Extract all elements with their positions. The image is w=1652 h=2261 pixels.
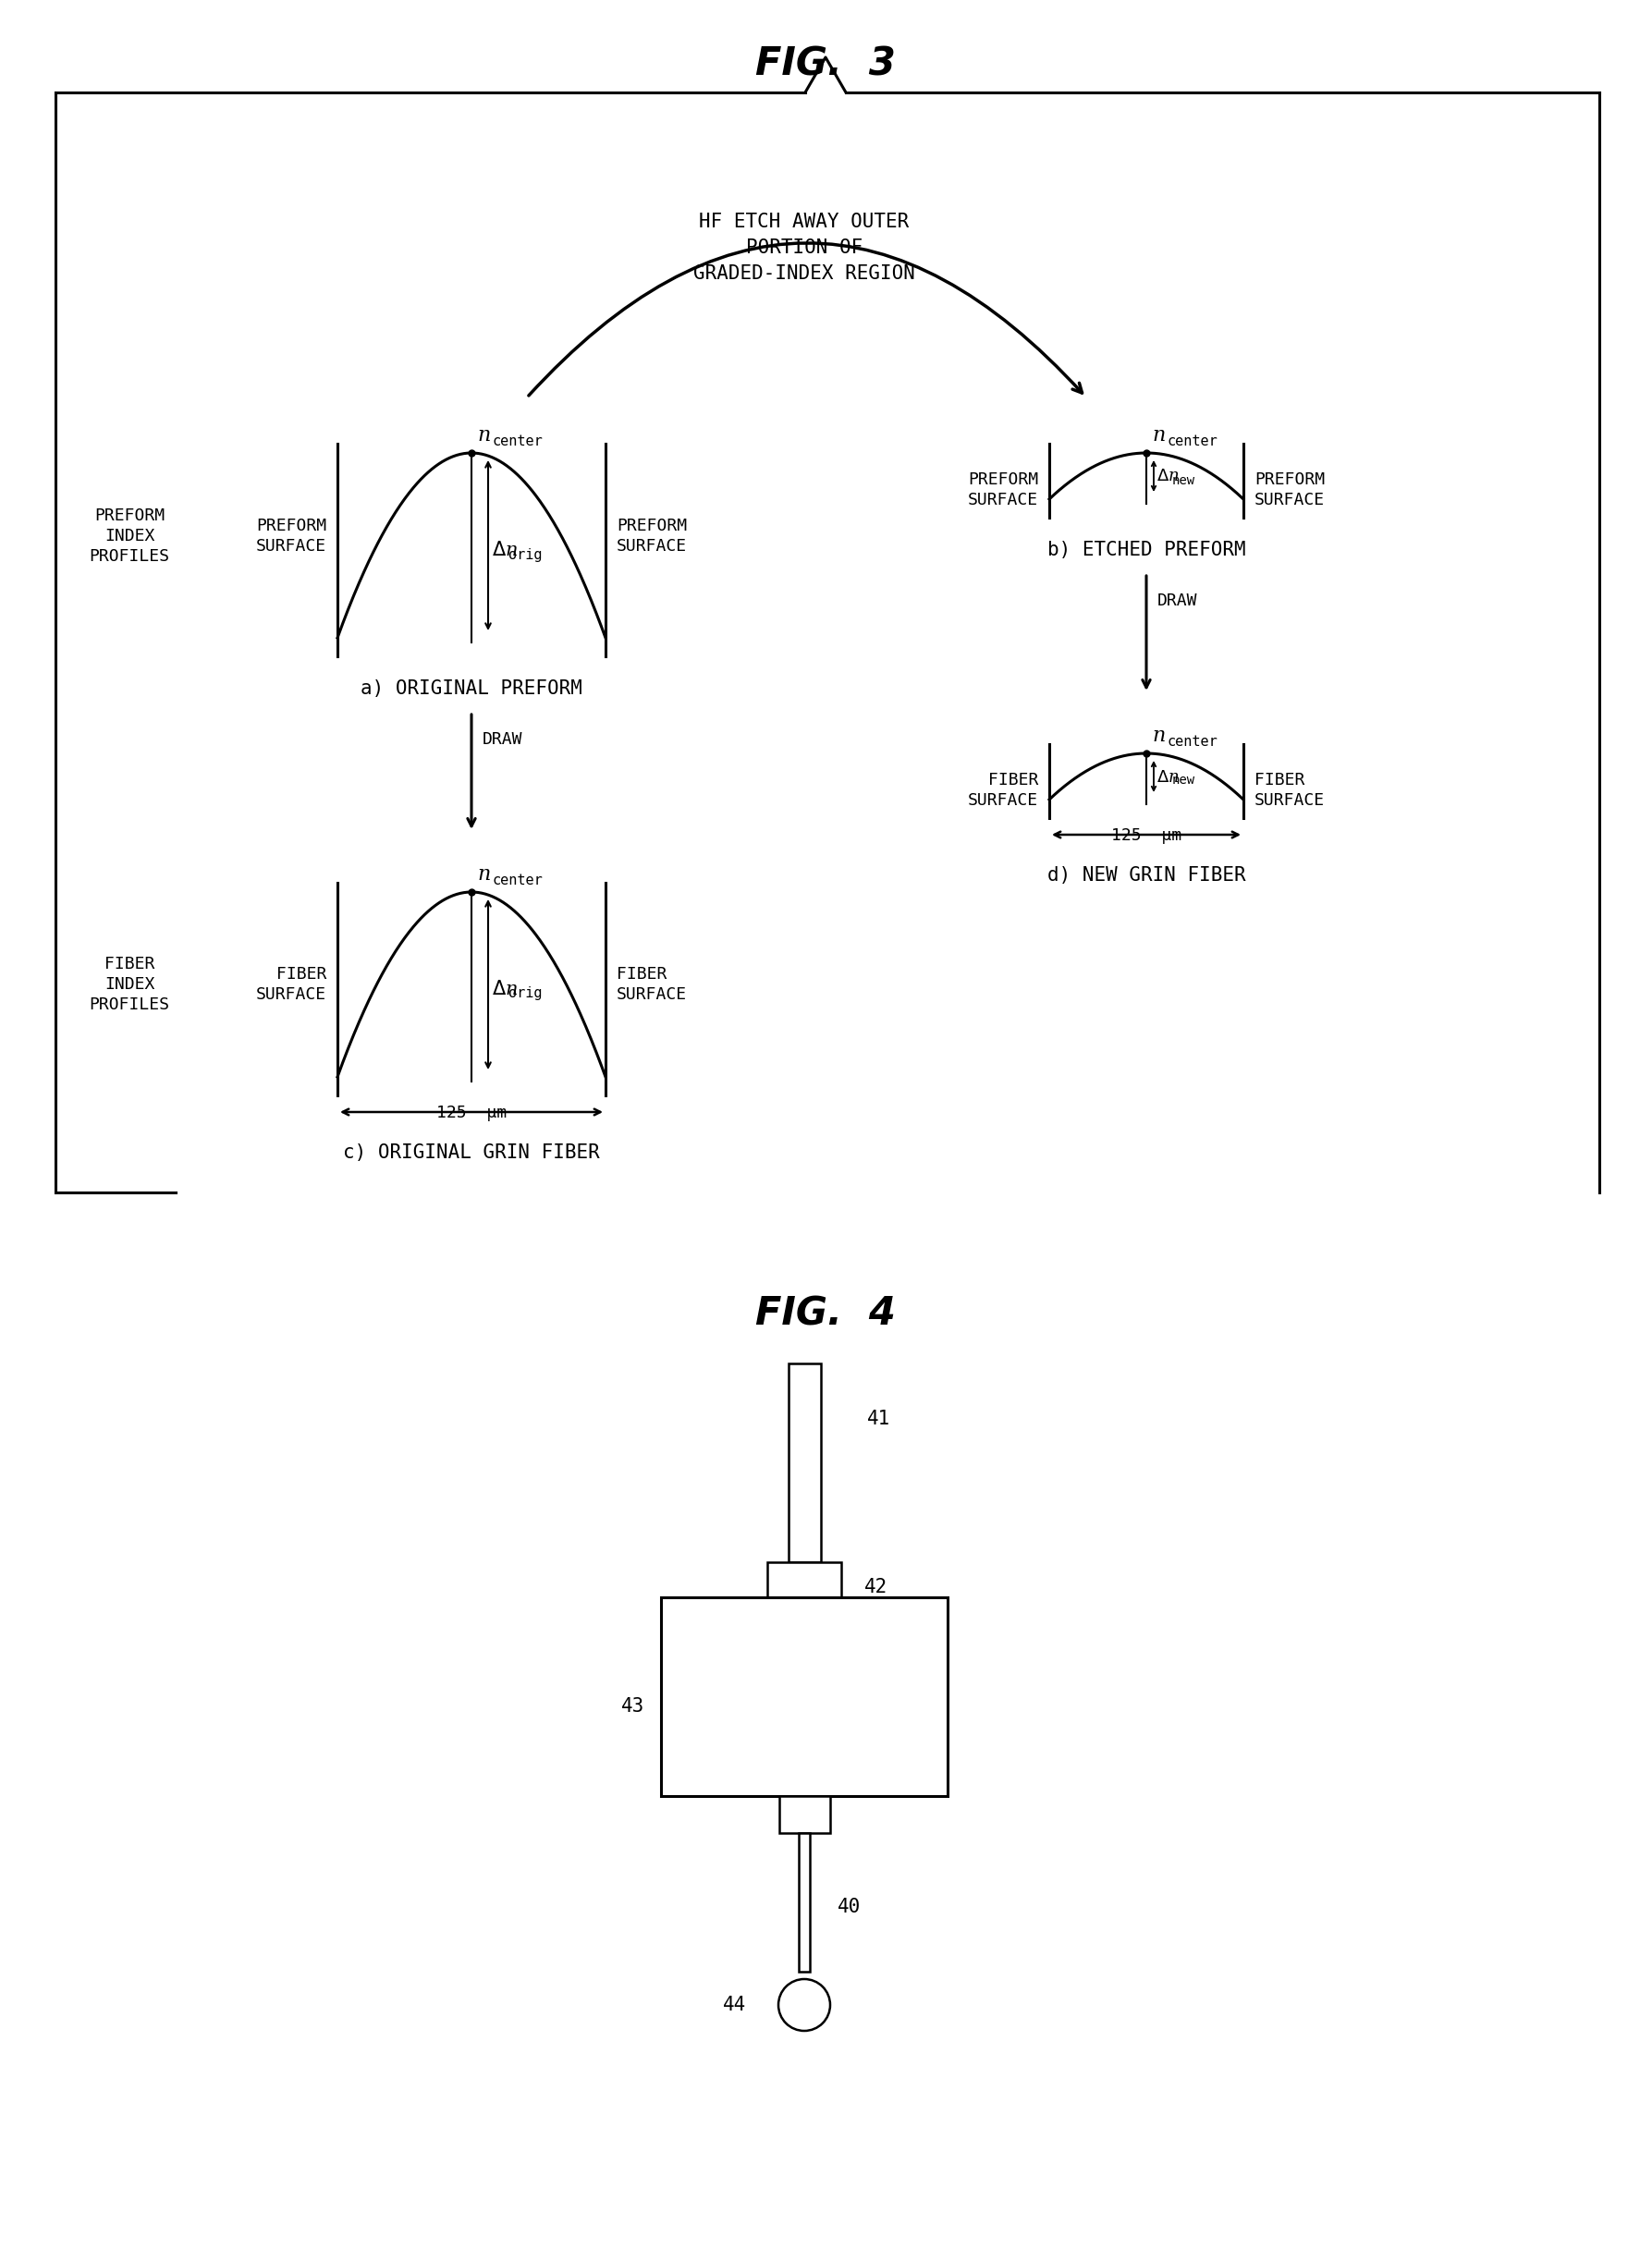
Text: n: n xyxy=(477,864,491,884)
Bar xyxy=(661,1596,948,1795)
Text: n: n xyxy=(1151,425,1165,445)
Text: $\Delta$n: $\Delta$n xyxy=(492,540,519,558)
Text: 42: 42 xyxy=(864,1578,887,1596)
Text: PREFORM
INDEX
PROFILES: PREFORM INDEX PROFILES xyxy=(89,506,170,565)
Text: 44: 44 xyxy=(722,1996,747,2015)
Text: FIBER
SURFACE: FIBER SURFACE xyxy=(968,771,1037,809)
Text: orig: orig xyxy=(509,547,542,561)
Text: FIBER
SURFACE: FIBER SURFACE xyxy=(616,965,687,1004)
Text: PREFORM
SURFACE: PREFORM SURFACE xyxy=(968,470,1037,509)
Bar xyxy=(788,1363,821,1562)
Text: PREFORM
SURFACE: PREFORM SURFACE xyxy=(616,518,687,554)
Text: DRAW: DRAW xyxy=(1158,592,1198,608)
Text: $\Delta$n: $\Delta$n xyxy=(1156,468,1180,484)
Text: orig: orig xyxy=(509,986,542,1002)
Text: FIBER
INDEX
PROFILES: FIBER INDEX PROFILES xyxy=(89,956,170,1013)
Text: n: n xyxy=(1151,726,1165,746)
Bar xyxy=(778,1795,829,1834)
Text: PREFORM
SURFACE: PREFORM SURFACE xyxy=(256,518,327,554)
Text: 125  μm: 125 μm xyxy=(1112,828,1181,843)
Text: FIG.  3: FIG. 3 xyxy=(755,45,895,84)
Text: FIG.  4: FIG. 4 xyxy=(755,1293,895,1334)
Text: a) ORIGINAL PREFORM: a) ORIGINAL PREFORM xyxy=(360,678,583,699)
Text: $\Delta$n: $\Delta$n xyxy=(492,979,519,999)
Text: new: new xyxy=(1173,773,1196,787)
Text: PREFORM
SURFACE: PREFORM SURFACE xyxy=(1254,470,1325,509)
Text: FIBER
SURFACE: FIBER SURFACE xyxy=(256,965,327,1004)
Text: new: new xyxy=(1173,475,1196,486)
Text: n: n xyxy=(477,425,491,445)
Text: 41: 41 xyxy=(867,1409,890,1429)
Text: c) ORIGINAL GRIN FIBER: c) ORIGINAL GRIN FIBER xyxy=(344,1144,600,1162)
Text: center: center xyxy=(492,434,542,448)
Circle shape xyxy=(778,1978,831,2030)
Text: d) NEW GRIN FIBER: d) NEW GRIN FIBER xyxy=(1047,866,1246,884)
Text: $\Delta$n: $\Delta$n xyxy=(1156,769,1180,785)
Text: HF ETCH AWAY OUTER
PORTION OF
GRADED-INDEX REGION: HF ETCH AWAY OUTER PORTION OF GRADED-IND… xyxy=(694,213,915,283)
Text: center: center xyxy=(1166,735,1218,748)
Text: center: center xyxy=(492,873,542,886)
Text: DRAW: DRAW xyxy=(482,730,522,748)
Text: 43: 43 xyxy=(621,1696,644,1716)
Text: center: center xyxy=(1166,434,1218,448)
Text: FIBER
SURFACE: FIBER SURFACE xyxy=(1254,771,1325,809)
Text: 125  μm: 125 μm xyxy=(436,1106,507,1121)
Bar xyxy=(798,1834,809,1972)
Text: 40: 40 xyxy=(838,1897,861,1917)
Bar xyxy=(767,1562,841,1596)
Text: b) ETCHED PREFORM: b) ETCHED PREFORM xyxy=(1047,540,1246,558)
